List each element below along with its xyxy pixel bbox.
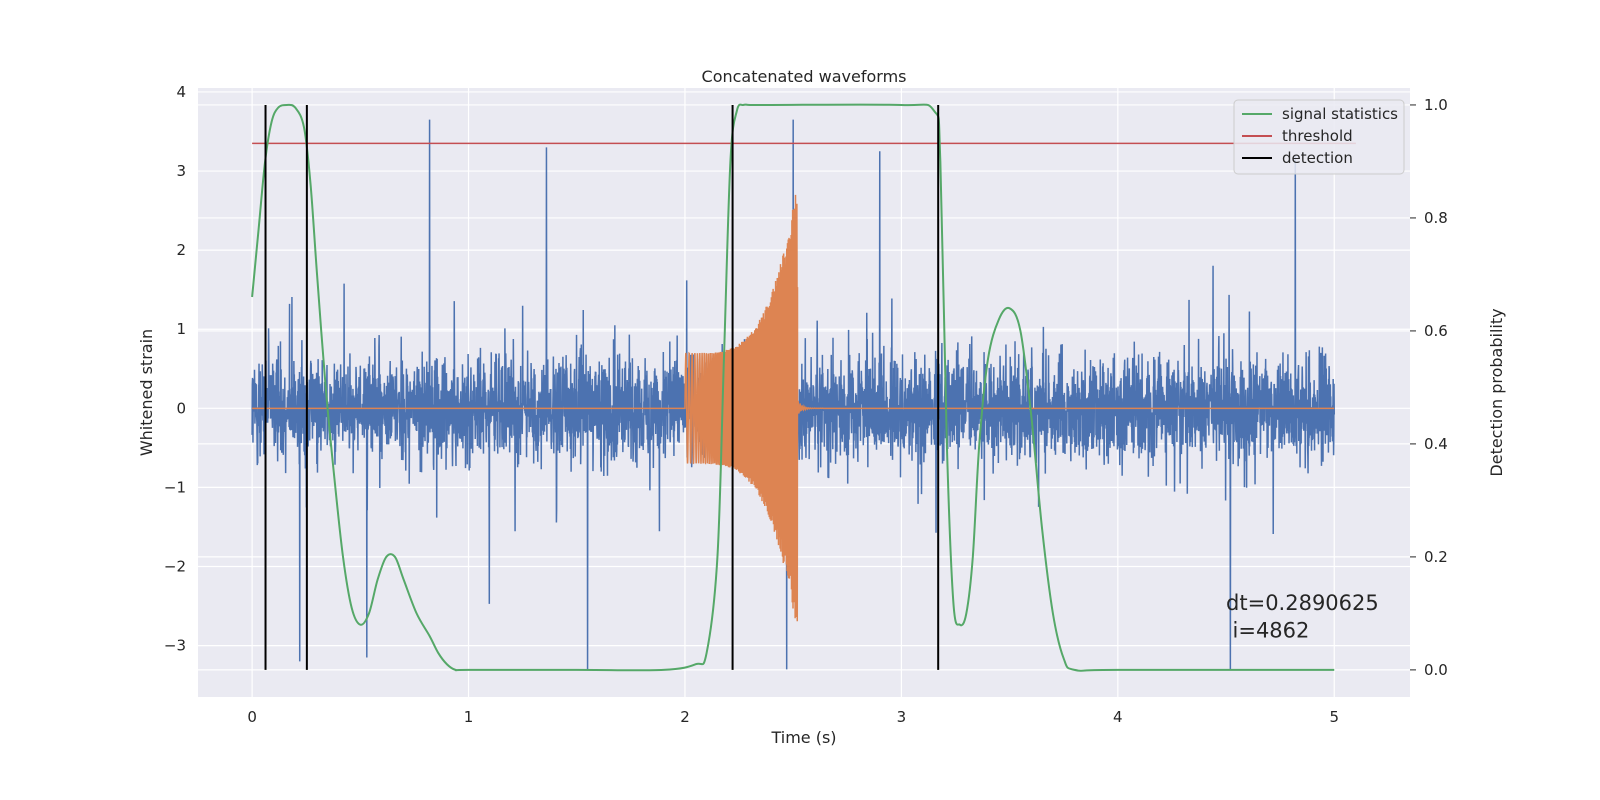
- y-tick-label: −3: [164, 637, 186, 655]
- grid: [198, 88, 1410, 697]
- injected-chirp-line: [252, 194, 1335, 622]
- legend: signal statistics threshold detection: [1233, 99, 1405, 175]
- annotation-text: dt=0.2890625: [1226, 591, 1379, 615]
- x-tick-label: 2: [680, 708, 690, 726]
- y-tick-label: 1: [176, 320, 186, 338]
- y-tick-label: −1: [164, 478, 186, 496]
- ticks: 0 1 2 3 4 5 −3 −2 −1 0 1 2 3 4 0.0 0.2 0.4 0.6 0.8 1.0: [164, 83, 1448, 726]
- y-right-tick-label: 1.0: [1424, 96, 1448, 114]
- signal-statistics-line: [251, 103, 1335, 672]
- annotation-text: i=4862: [1233, 619, 1310, 643]
- series-layer: [251, 103, 1356, 672]
- y-right-tick-label: 0.6: [1424, 322, 1448, 340]
- y-tick-label: 2: [176, 241, 186, 259]
- y-tick-label: 0: [176, 399, 186, 417]
- x-tick-label: 0: [247, 708, 257, 726]
- legend-label: detection: [1282, 149, 1353, 167]
- y-tick-label: 3: [176, 162, 186, 180]
- chart-title: Concatenated waveforms: [702, 67, 907, 86]
- x-tick-label: 5: [1329, 708, 1339, 726]
- y-right-tick-label: 0.4: [1424, 435, 1448, 453]
- x-tick-label: 4: [1113, 708, 1123, 726]
- y-right-tick-label: 0.2: [1424, 548, 1448, 566]
- legend-label: signal statistics: [1282, 105, 1398, 123]
- x-axis-label: Time (s): [770, 728, 836, 747]
- annotations: dt=0.2890625 i=4862: [1226, 591, 1379, 643]
- legend-box: [1233, 99, 1405, 175]
- y-tick-label: −2: [164, 558, 186, 576]
- y-tick-label: 4: [176, 83, 186, 101]
- y-right-tick-label: 0.8: [1424, 209, 1448, 227]
- strain-noise-line: [251, 119, 1335, 670]
- x-tick-label: 3: [897, 708, 907, 726]
- x-tick-label: 1: [464, 708, 474, 726]
- y-axis-label: Whitened strain: [137, 329, 156, 456]
- y-right-tick-label: 0.0: [1424, 661, 1448, 679]
- y-axis-right-label: Detection probability: [1487, 308, 1506, 476]
- legend-label: threshold: [1282, 127, 1353, 145]
